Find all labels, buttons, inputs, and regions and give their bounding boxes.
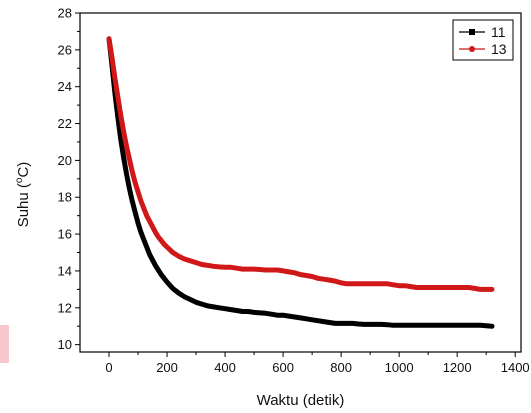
y-tick-label: 10 bbox=[58, 337, 72, 352]
axes-layer: 0 200 400 600 800 1000 1200 1400 10 12 14 16 18 20 22 2… bbox=[58, 6, 530, 376]
x-tick-label: 200 bbox=[156, 360, 178, 375]
legend-marker-11 bbox=[469, 29, 475, 35]
series-layer bbox=[106, 36, 495, 329]
legend-marker-13 bbox=[469, 46, 475, 52]
y-tick-label: 12 bbox=[58, 300, 72, 315]
x-tick-label: 1000 bbox=[385, 360, 414, 375]
y-axis-title-prefix: Suhu ( bbox=[15, 183, 32, 227]
legend-box bbox=[452, 19, 514, 61]
x-tick-label: 0 bbox=[105, 360, 112, 375]
y-tick-label: 28 bbox=[58, 6, 72, 21]
legend-label-11: 11 bbox=[491, 24, 506, 40]
y-tick-label: 26 bbox=[58, 42, 72, 57]
y-axis-title: Suhu (oC) bbox=[14, 162, 32, 228]
y-axis-title-suffix: C) bbox=[15, 162, 32, 178]
x-tick-label: 800 bbox=[330, 360, 352, 375]
y-axis-title-superscript: o bbox=[14, 177, 25, 183]
edge-tint bbox=[0, 325, 9, 363]
series-line-11 bbox=[106, 36, 495, 329]
plot-frame bbox=[79, 12, 522, 353]
y-tick-label: 18 bbox=[58, 190, 72, 205]
x-tick-label: 600 bbox=[272, 360, 294, 375]
x-tick-label: 1400 bbox=[501, 360, 530, 375]
y-tick-label: 16 bbox=[58, 227, 72, 242]
x-tick-label: 1200 bbox=[443, 360, 472, 375]
x-axis-title: Waktu (detik) bbox=[257, 392, 345, 409]
legend-label-13: 13 bbox=[491, 41, 507, 57]
x-tick-label: 400 bbox=[214, 360, 236, 375]
y-tick-label: 14 bbox=[58, 263, 72, 278]
series-line-13 bbox=[106, 36, 495, 292]
y-tick-label: 20 bbox=[58, 153, 72, 168]
y-tick-label: 22 bbox=[58, 116, 72, 131]
y-tick-label: 24 bbox=[58, 79, 72, 94]
